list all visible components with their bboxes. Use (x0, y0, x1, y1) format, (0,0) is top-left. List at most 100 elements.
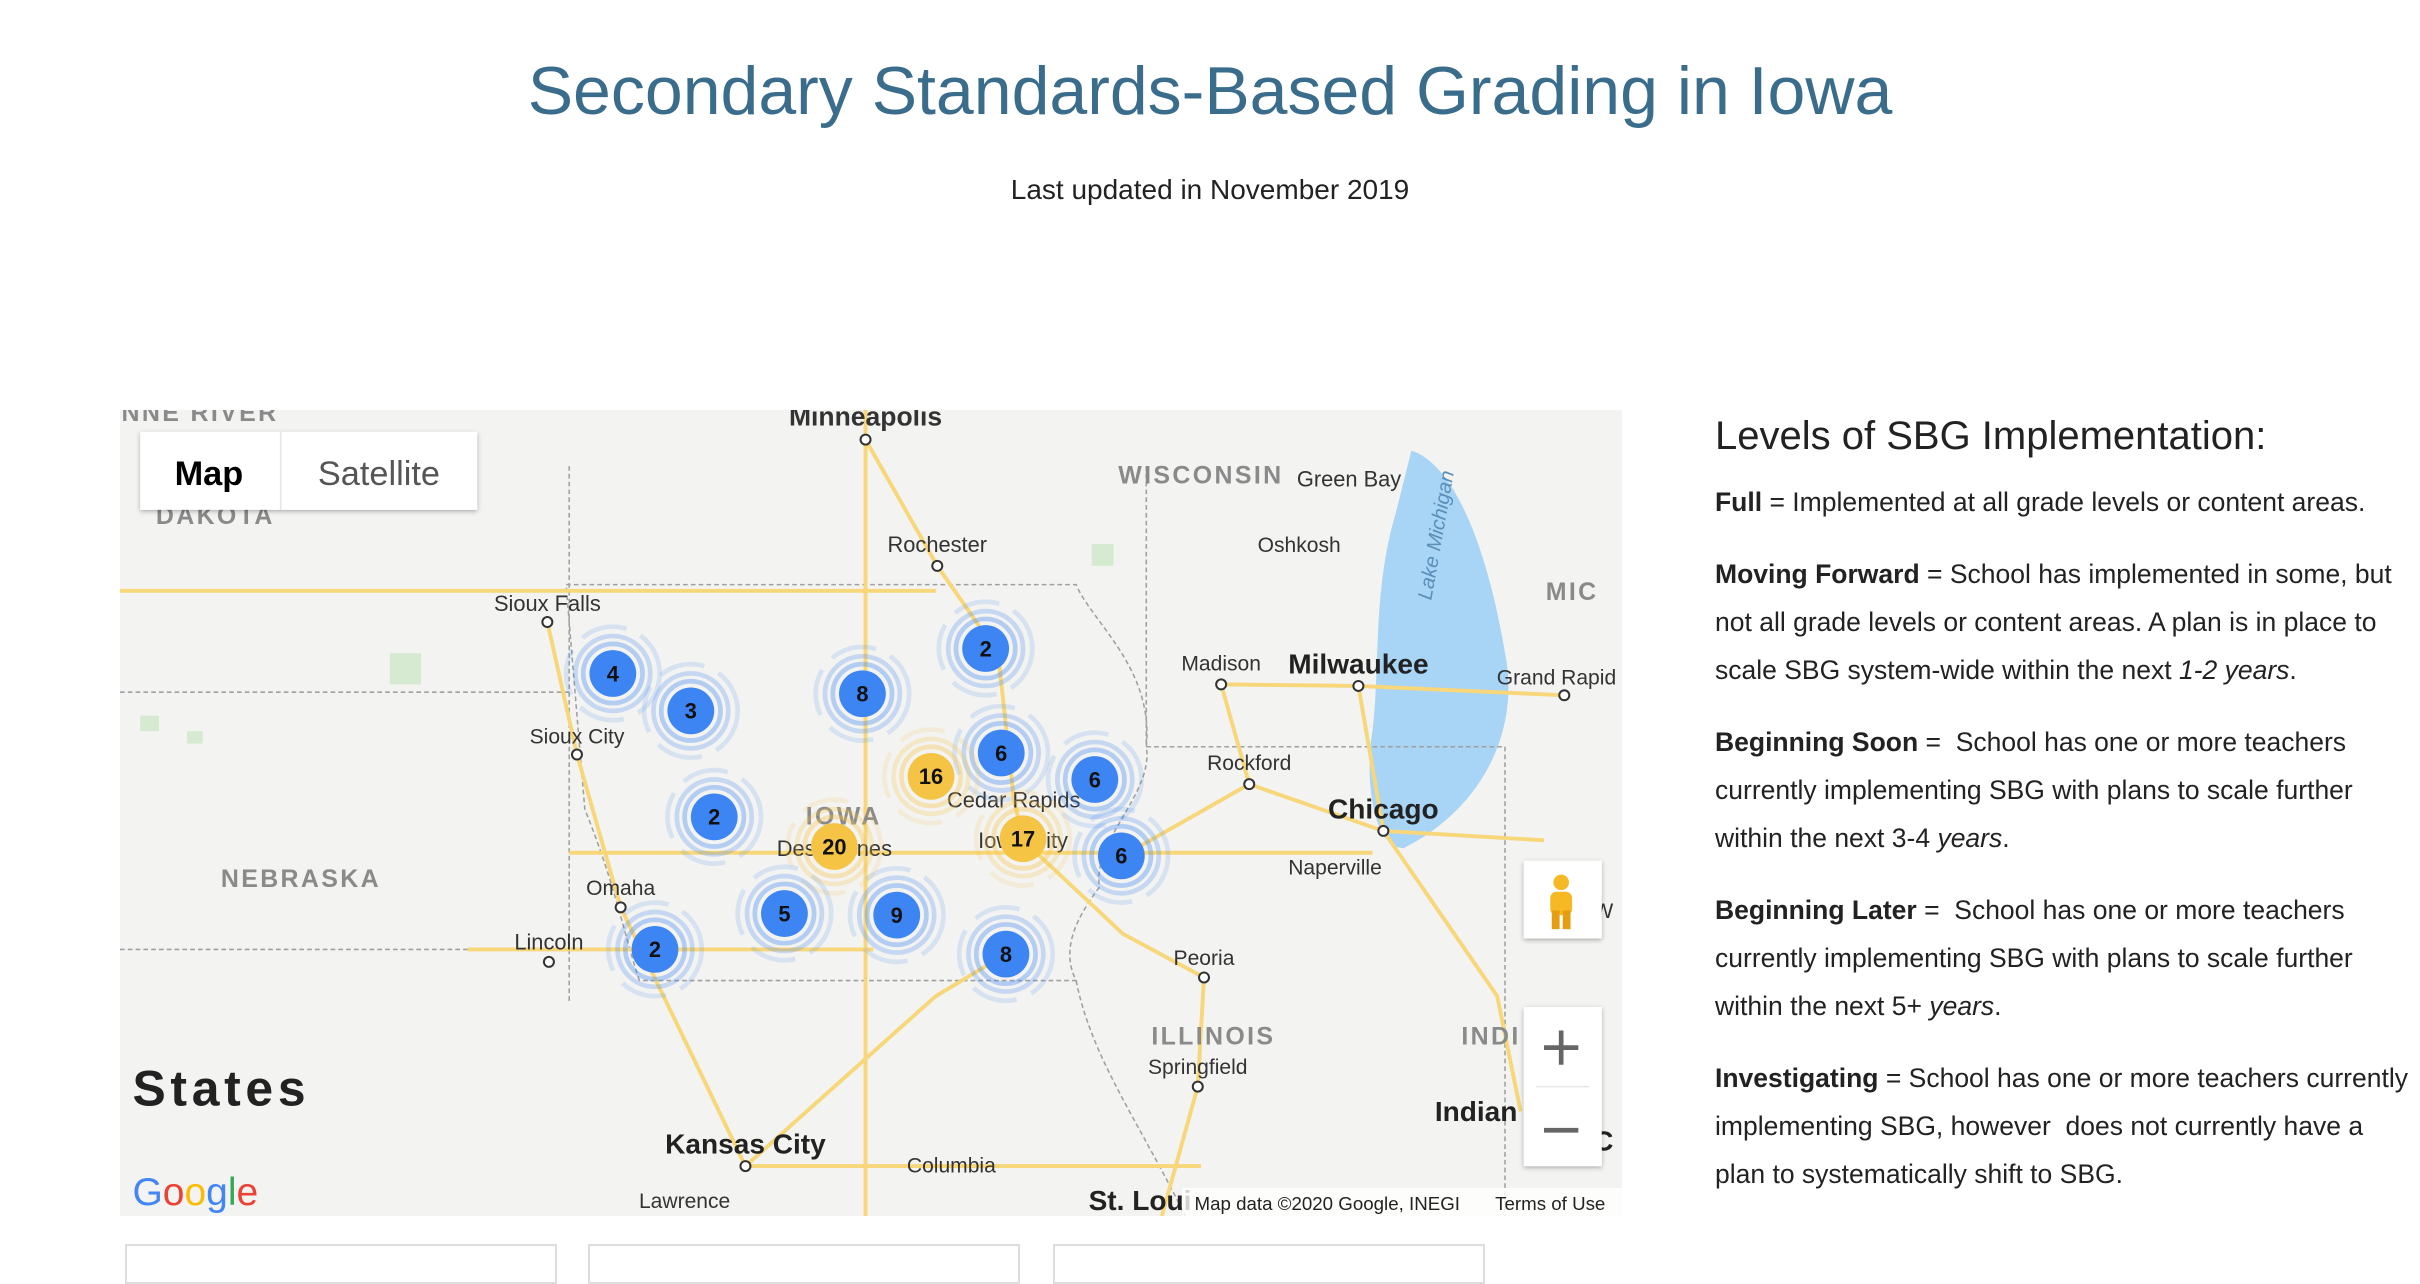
cluster-count: 8 (1000, 942, 1012, 967)
cluster[interactable]: 20 (785, 797, 884, 896)
cluster-halo (936, 599, 1035, 698)
cluster[interactable]: 16 (881, 727, 981, 826)
cluster-halo (744, 873, 825, 954)
place-dot (542, 955, 555, 968)
cluster-marker (761, 890, 808, 937)
place-label: NNE RIVER (122, 410, 279, 427)
cluster[interactable]: 6 (1045, 730, 1144, 829)
legend-item: Moving Forward = School has implemented … (1715, 550, 2415, 694)
place-label: Columbia (907, 1154, 996, 1177)
legend-text: = School has one or more teachers curren… (1715, 727, 2361, 853)
cluster-halo (856, 875, 937, 955)
cluster[interactable]: 6 (952, 703, 1051, 803)
place-label: Rockford (1207, 752, 1291, 775)
card (588, 1244, 1020, 1284)
place-label: Milwaukee (1288, 648, 1428, 679)
cluster[interactable]: 9 (847, 866, 946, 965)
map-type-control[interactable] (140, 431, 478, 510)
legend-term: Full (1715, 487, 1763, 517)
cluster-marker (667, 687, 715, 735)
cluster-count: 16 (919, 764, 943, 789)
place-label: Green Bay (1297, 466, 1401, 491)
cluster-halo (881, 727, 981, 826)
cluster[interactable]: 4 (563, 624, 662, 723)
satellite-button[interactable]: Satellite (318, 455, 440, 493)
place-label: States (132, 1060, 310, 1116)
place-dot (1243, 778, 1256, 791)
cluster-count: 8 (856, 682, 868, 707)
cluster-halo (966, 914, 1046, 994)
pegman (1550, 874, 1573, 930)
cluster-halo (1089, 823, 1154, 888)
place-label: Chicago (1328, 793, 1439, 824)
lake (1369, 450, 1509, 849)
cluster-marker (589, 650, 637, 697)
cluster-marker (810, 823, 858, 870)
legend-item: Beginning Soon = School has one or more … (1715, 718, 2415, 862)
place-label: Madison (1181, 652, 1261, 675)
legend-emphasis: years (1929, 991, 1995, 1021)
cluster[interactable]: 2 (665, 767, 764, 867)
cluster-halo (573, 633, 653, 714)
cluster-count: 9 (891, 903, 903, 928)
cluster[interactable]: 8 (956, 904, 1056, 1004)
cluster-marker (977, 729, 1025, 777)
cluster[interactable]: 5 (735, 864, 834, 963)
cluster-marker (1071, 756, 1119, 803)
legend-items: Full = Implemented at all grade levels o… (1715, 478, 2415, 1198)
cluster-halo (623, 917, 687, 982)
legend-heading: Levels of SBG Implementation: (1715, 414, 2267, 458)
cluster[interactable]: 2 (936, 599, 1035, 698)
place-label: MIC (1546, 578, 1599, 606)
terms-link[interactable]: Terms of Use (1495, 1193, 1605, 1214)
cluster-count: 20 (822, 834, 846, 859)
cluster-marker (907, 752, 955, 800)
cluster-halo (899, 744, 964, 809)
place-dot (739, 1160, 752, 1173)
cluster-count: 2 (708, 805, 720, 830)
cluster[interactable]: 8 (813, 644, 912, 743)
cluster-halo (1062, 747, 1127, 812)
cluster-halo (641, 661, 740, 760)
cluster[interactable]: 17 (973, 789, 1073, 888)
page-subtitle: Last updated in November 2019 (1010, 174, 1410, 205)
cluster-halo (580, 641, 645, 706)
page: Secondary Standards-Based Grading in Iow… (120, 53, 2415, 1284)
cluster[interactable]: 2 (605, 900, 705, 999)
attribution-bar (1182, 1187, 1622, 1216)
card (125, 1244, 557, 1284)
cluster-count: 2 (649, 937, 661, 962)
map-button[interactable]: Map (175, 455, 244, 493)
cluster-halo (674, 777, 755, 857)
place-dot (570, 748, 583, 761)
cluster-marker (982, 930, 1030, 978)
cluster-halo (802, 814, 867, 879)
place-label: INDI (1461, 1023, 1520, 1051)
cluster-marker (873, 891, 921, 939)
zoom-in[interactable] (1544, 1030, 1579, 1065)
cluster-halo (991, 806, 1056, 871)
cluster-halo (945, 608, 1026, 689)
cluster-halo (847, 866, 946, 965)
legend-text: . (1994, 991, 2002, 1021)
place-dot (541, 616, 554, 629)
cluster-count: 3 (685, 699, 697, 724)
cluster[interactable]: 3 (641, 661, 740, 760)
cluster[interactable]: 6 (1072, 806, 1171, 905)
cluster-halo (1081, 816, 1162, 896)
place-label: Indian (1435, 1096, 1518, 1127)
map-background (120, 410, 1622, 1216)
place-label: Springfield (1148, 1056, 1247, 1079)
attribution: Map data ©2020 Google, INEGI (1194, 1193, 1459, 1214)
cluster-halo (1055, 739, 1135, 820)
cluster-halo (961, 713, 1042, 793)
legend-text: . (2002, 823, 2010, 853)
cluster-halo (1072, 806, 1171, 905)
legend-term: Beginning Later (1715, 895, 1917, 925)
legend-term: Investigating (1715, 1063, 1879, 1093)
cluster-halo (563, 624, 662, 723)
legend-panel: Levels of SBG Implementation: Full = Imp… (1715, 410, 2415, 1222)
place-label: St. Loui (1089, 1185, 1192, 1216)
cluster-count: 17 (1011, 827, 1035, 852)
